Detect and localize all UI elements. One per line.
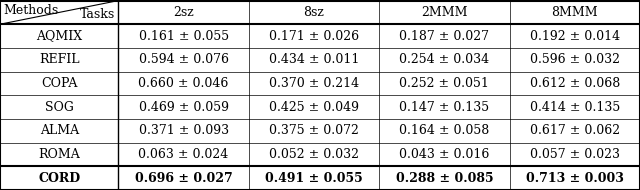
- Text: 0.052 ± 0.032: 0.052 ± 0.032: [269, 148, 359, 161]
- Text: Tasks: Tasks: [80, 8, 115, 21]
- Text: 0.594 ± 0.076: 0.594 ± 0.076: [139, 53, 228, 66]
- Text: 8sz: 8sz: [303, 6, 324, 19]
- Text: Methods: Methods: [3, 4, 58, 17]
- Text: 0.375 ± 0.072: 0.375 ± 0.072: [269, 124, 359, 137]
- Text: 0.192 ± 0.014: 0.192 ± 0.014: [530, 30, 620, 43]
- Text: 2sz: 2sz: [173, 6, 194, 19]
- Text: 0.171 ± 0.026: 0.171 ± 0.026: [269, 30, 359, 43]
- Text: 0.057 ± 0.023: 0.057 ± 0.023: [530, 148, 620, 161]
- Text: 0.434 ± 0.011: 0.434 ± 0.011: [269, 53, 359, 66]
- Text: COPA: COPA: [41, 77, 77, 90]
- Text: 0.161 ± 0.055: 0.161 ± 0.055: [138, 30, 228, 43]
- Text: 0.063 ± 0.024: 0.063 ± 0.024: [138, 148, 228, 161]
- Text: 0.147 ± 0.135: 0.147 ± 0.135: [399, 101, 490, 114]
- Text: CORD: CORD: [38, 172, 80, 185]
- Text: 0.660 ± 0.046: 0.660 ± 0.046: [138, 77, 228, 90]
- Text: ALMA: ALMA: [40, 124, 79, 137]
- Text: 0.288 ± 0.085: 0.288 ± 0.085: [396, 172, 493, 185]
- Text: 8MMM: 8MMM: [552, 6, 598, 19]
- Text: 0.617 ± 0.062: 0.617 ± 0.062: [530, 124, 620, 137]
- Text: 0.187 ± 0.027: 0.187 ± 0.027: [399, 30, 490, 43]
- Text: ROMA: ROMA: [38, 148, 80, 161]
- Text: 2MMM: 2MMM: [421, 6, 468, 19]
- Text: 0.254 ± 0.034: 0.254 ± 0.034: [399, 53, 490, 66]
- Text: 0.612 ± 0.068: 0.612 ± 0.068: [530, 77, 620, 90]
- Text: 0.491 ± 0.055: 0.491 ± 0.055: [265, 172, 363, 185]
- Text: 0.469 ± 0.059: 0.469 ± 0.059: [139, 101, 228, 114]
- Text: 0.043 ± 0.016: 0.043 ± 0.016: [399, 148, 490, 161]
- Text: 0.164 ± 0.058: 0.164 ± 0.058: [399, 124, 490, 137]
- Text: 0.713 ± 0.003: 0.713 ± 0.003: [526, 172, 624, 185]
- Text: 0.371 ± 0.093: 0.371 ± 0.093: [138, 124, 228, 137]
- Text: 0.414 ± 0.135: 0.414 ± 0.135: [530, 101, 620, 114]
- Text: 0.252 ± 0.051: 0.252 ± 0.051: [399, 77, 490, 90]
- Text: REFIL: REFIL: [39, 53, 79, 66]
- Text: AQMIX: AQMIX: [36, 30, 83, 43]
- Text: SOG: SOG: [45, 101, 74, 114]
- Text: 0.696 ± 0.027: 0.696 ± 0.027: [135, 172, 232, 185]
- Text: 0.596 ± 0.032: 0.596 ± 0.032: [530, 53, 620, 66]
- Text: 0.425 ± 0.049: 0.425 ± 0.049: [269, 101, 359, 114]
- Text: 0.370 ± 0.214: 0.370 ± 0.214: [269, 77, 359, 90]
